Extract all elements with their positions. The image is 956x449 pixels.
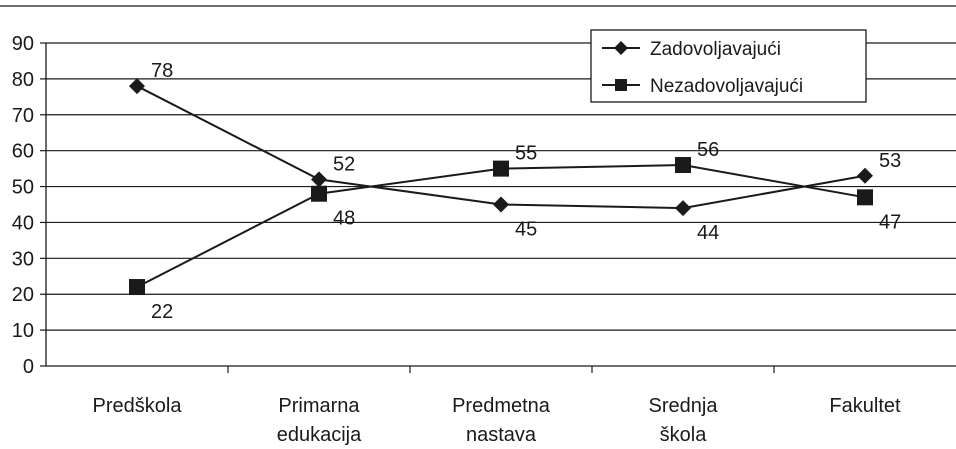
square-point bbox=[129, 279, 145, 296]
series-line-nezadovoljavajuci bbox=[136, 164, 866, 288]
y-tick-label: 40 bbox=[12, 212, 34, 234]
x-category-label: Predmetna nastava bbox=[452, 395, 551, 446]
diamond-point bbox=[493, 196, 509, 213]
x-category-label-line: Predmetna bbox=[452, 395, 551, 417]
x-category-label-line: nastava bbox=[466, 424, 537, 446]
data-label: 22 bbox=[151, 301, 173, 323]
y-tick-label: 90 bbox=[12, 33, 34, 55]
y-tick-label: 20 bbox=[12, 284, 34, 306]
data-label: 44 bbox=[697, 222, 719, 244]
data-label: 45 bbox=[515, 219, 537, 241]
data-labels: 78 52 45 44 53 22 48 55 56 47 bbox=[151, 60, 901, 323]
x-category-label: Srednja škola bbox=[649, 395, 719, 446]
y-tick-label: 30 bbox=[12, 248, 34, 270]
y-tick-label: 70 bbox=[12, 105, 34, 127]
x-category-label: Predškola bbox=[93, 395, 183, 417]
legend-box bbox=[590, 29, 867, 103]
data-label: 48 bbox=[333, 208, 355, 230]
x-category-label-line: Primarna bbox=[278, 395, 360, 417]
diamond-point bbox=[675, 200, 691, 217]
y-tick-label: 0 bbox=[23, 356, 34, 378]
diamond-point bbox=[857, 167, 873, 184]
data-label: 56 bbox=[697, 139, 719, 161]
y-tick-label: 80 bbox=[12, 69, 34, 91]
legend-label-nezadovoljavajuci: Nezadovoljavajući bbox=[650, 76, 803, 97]
x-category-label: Primarna edukacija bbox=[277, 395, 362, 446]
series bbox=[129, 78, 873, 296]
x-category-label-line: škola bbox=[660, 424, 708, 446]
legend: Zadovoljavajući Nezadovoljavajući bbox=[590, 29, 867, 103]
data-label: 78 bbox=[151, 60, 173, 82]
x-category-label: Fakultet bbox=[829, 395, 901, 417]
data-label: 52 bbox=[333, 153, 355, 175]
y-tick-label: 50 bbox=[12, 177, 34, 199]
x-category-label-line: edukacija bbox=[277, 424, 362, 446]
series-line-zadovoljavajuci bbox=[136, 85, 866, 210]
x-category-label-line: Srednja bbox=[649, 395, 719, 417]
x-category-label-line: Fakultet bbox=[829, 395, 901, 417]
legend-square-marker-icon bbox=[615, 79, 627, 91]
square-point bbox=[311, 185, 327, 202]
data-label: 53 bbox=[879, 150, 901, 172]
legend-diamond-marker-icon bbox=[614, 41, 628, 55]
y-tick-label: 10 bbox=[12, 320, 34, 342]
x-axis-categories: Predškola Primarna edukacija Predmetna nasta… bbox=[93, 395, 901, 446]
y-axis-ticks: 0 10 20 30 40 50 60 70 80 90 bbox=[12, 33, 46, 378]
legend-label-zadovoljavajuci: Zadovoljavajući bbox=[650, 39, 781, 60]
square-point bbox=[493, 160, 509, 177]
data-label: 55 bbox=[515, 143, 537, 165]
y-tick-label: 60 bbox=[12, 141, 34, 163]
axes bbox=[45, 43, 956, 373]
data-label: 47 bbox=[879, 211, 901, 233]
x-category-label-line: Predškola bbox=[93, 395, 183, 417]
diamond-point bbox=[311, 171, 327, 188]
diamond-point bbox=[129, 78, 145, 95]
square-point bbox=[857, 189, 873, 206]
square-point bbox=[675, 157, 691, 174]
